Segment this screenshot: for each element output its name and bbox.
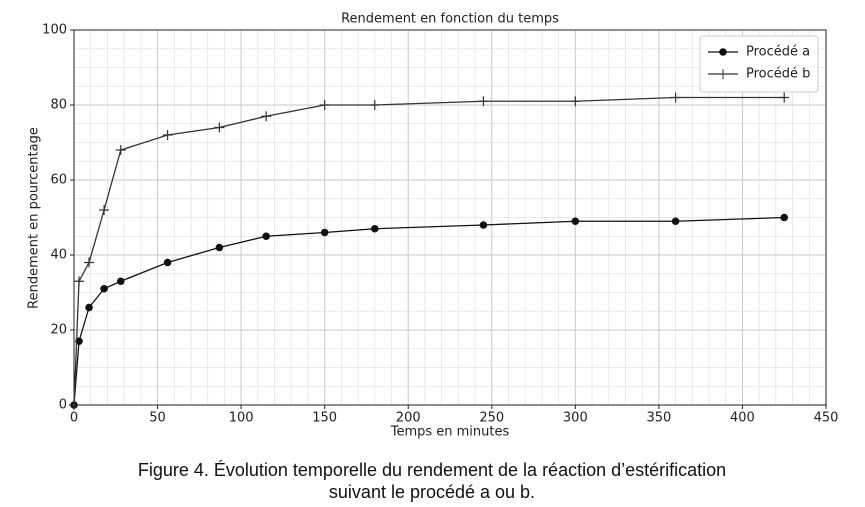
point (215, 243, 224, 252)
y-tick-label: 40 (50, 248, 67, 263)
y-tick-label: 60 (50, 173, 67, 188)
legend-marker (718, 69, 728, 79)
legend-label: Procédé b (746, 67, 810, 82)
x-tick-label: 200 (396, 411, 421, 426)
series-line (73, 216, 785, 406)
point (670, 92, 681, 103)
y-tick-label: 20 (50, 323, 67, 338)
x-tick-label: 300 (563, 411, 588, 426)
x-tick-label: 250 (479, 411, 504, 426)
point (478, 96, 489, 107)
point (100, 284, 108, 293)
point (84, 257, 95, 268)
point (214, 122, 225, 133)
x-tick-label: 50 (149, 411, 166, 426)
point (320, 228, 329, 237)
legend-box (699, 35, 819, 93)
point (571, 217, 580, 226)
x-axis-label: Temps en minutes (390, 425, 510, 440)
point (162, 130, 173, 140)
point (116, 277, 125, 286)
point (371, 224, 379, 233)
point (261, 111, 272, 122)
point (163, 258, 172, 267)
point (99, 205, 110, 215)
x-tick-label: 350 (646, 411, 671, 426)
point (369, 100, 380, 110)
x-tick-label: 100 (229, 411, 254, 426)
plot-frame (73, 29, 827, 406)
point (85, 303, 93, 312)
caption-line: suivant le procédé a ou b. (329, 482, 535, 502)
point (115, 145, 126, 155)
point (780, 213, 789, 222)
chart-title: Rendement en fonction du temps (341, 12, 559, 27)
point (69, 400, 79, 410)
point (262, 232, 270, 241)
y-tick-label: 100 (42, 23, 67, 38)
caption-line: Figure 4. Évolution temporelle du rendem… (138, 460, 726, 480)
point (74, 276, 85, 287)
point (479, 221, 488, 229)
x-tick-label: 450 (814, 411, 839, 426)
y-tick-label: 0 (59, 398, 67, 413)
legend-marker (719, 48, 727, 56)
y-axis-label: Rendement en pourcentage (27, 127, 42, 309)
x-tick-label: 0 (70, 411, 78, 426)
x-tick-label: 150 (312, 411, 337, 426)
legend-label: Procédé a (746, 45, 810, 60)
point (779, 92, 790, 103)
point (319, 100, 330, 110)
point (671, 217, 680, 226)
series-line (73, 96, 785, 406)
y-tick-label: 80 (50, 98, 67, 113)
point (570, 96, 581, 107)
x-tick-label: 400 (730, 411, 755, 426)
